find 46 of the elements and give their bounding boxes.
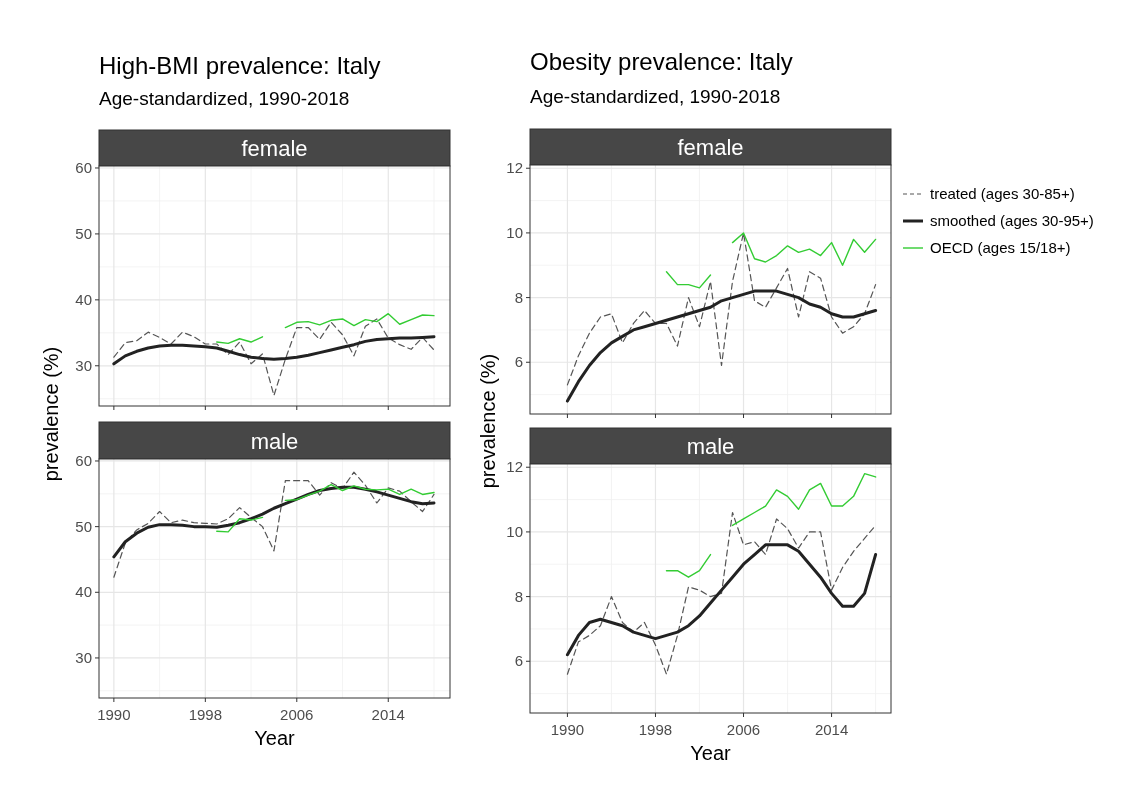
line-series [565, 289, 878, 403]
y-tick-label: 50 [75, 517, 92, 535]
chart-title: male [686, 434, 735, 459]
x-tick-label: 2014 [371, 706, 405, 723]
y-tick-label: 10 [506, 522, 523, 540]
x-tick-label: 2014 [814, 721, 849, 738]
text: Age-standardized, 1990-2018 [530, 86, 781, 107]
y-tick-label: 6 [514, 353, 523, 371]
text: High-BMI prevalence: Italy [99, 52, 381, 79]
x-tick-label: 1990 [550, 721, 585, 738]
x-axis-title: Year [254, 727, 296, 749]
y-tick-label: 12 [506, 458, 523, 476]
y-tick-label: 30 [75, 648, 92, 666]
line-series [565, 543, 878, 657]
y-tick-label: 8 [514, 288, 523, 306]
legend-label: smoothed (ages 30-95+) [930, 212, 1094, 229]
legend-label: treated (ages 30-85+) [930, 185, 1075, 202]
x-tick-label: 1990 [97, 706, 131, 723]
text: Obesity prevalence: Italy [530, 48, 793, 75]
y-axis-title: prevalence (%) [40, 346, 62, 482]
line-series [113, 471, 435, 578]
line-series [566, 232, 877, 386]
y-tick-label: 6 [514, 652, 523, 670]
y-tick-label: 10 [506, 223, 523, 241]
y-tick-label: 40 [75, 583, 92, 601]
x-tick-label: 2006 [280, 706, 314, 723]
chart-title: female [241, 136, 308, 161]
x-tick-label: 1998 [188, 706, 223, 723]
chart-title: male [250, 428, 299, 454]
x-axis-title: Year [690, 742, 732, 764]
line-series [566, 511, 877, 675]
x-tick-label: 1998 [638, 721, 673, 738]
line-series [112, 335, 436, 366]
text: Age-standardized, 1990-2018 [99, 88, 350, 109]
y-tick-label: 40 [75, 290, 92, 308]
y-tick-label: 50 [75, 224, 92, 242]
x-tick-label: 2006 [726, 721, 761, 738]
y-axis-title: prevalence (%) [477, 353, 499, 489]
y-tick-label: 8 [514, 587, 523, 605]
y-tick-label: 60 [75, 158, 92, 176]
y-tick-label: 12 [506, 159, 523, 177]
line-series [113, 318, 435, 397]
chart-title: female [677, 135, 744, 160]
y-tick-label: 60 [75, 451, 92, 469]
legend-label: OECD (ages 15/18+) [930, 239, 1071, 256]
y-tick-label: 30 [75, 356, 92, 374]
